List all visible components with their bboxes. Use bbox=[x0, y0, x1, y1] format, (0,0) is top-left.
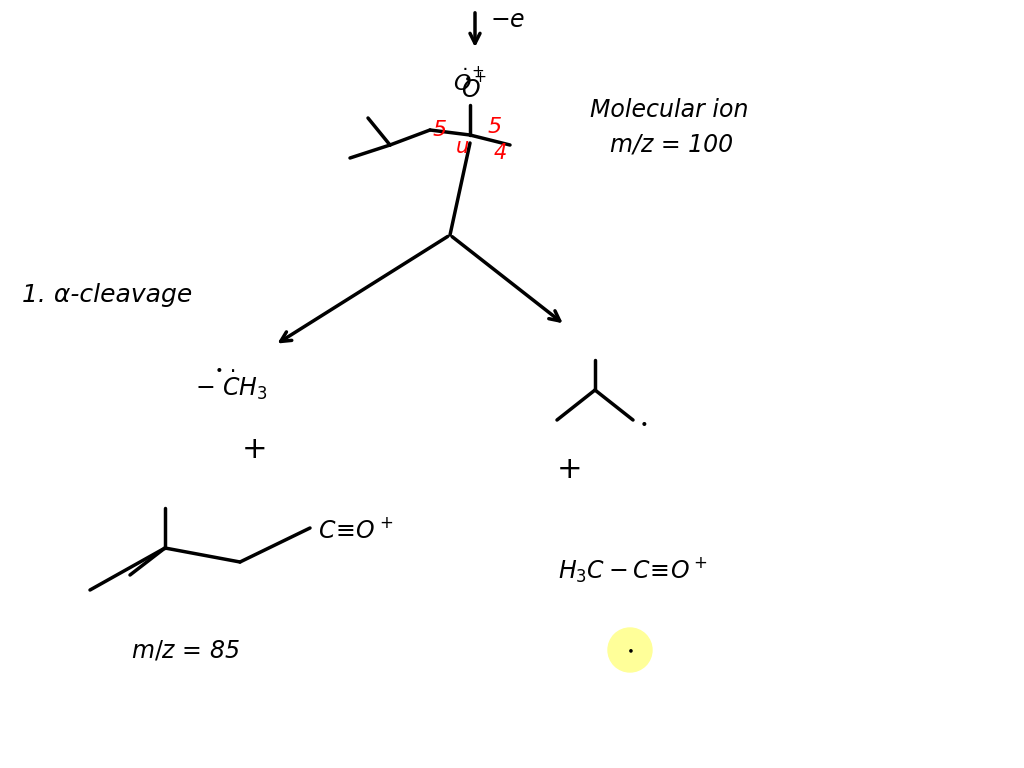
Text: $\bullet$: $\bullet$ bbox=[214, 361, 222, 375]
Text: +: + bbox=[557, 455, 583, 485]
Text: $\.{O}^+$: $\.{O}^+$ bbox=[453, 68, 487, 95]
Text: $m/z$ = 85: $m/z$ = 85 bbox=[130, 638, 240, 662]
Text: 5: 5 bbox=[433, 120, 447, 140]
Text: Molecular ion: Molecular ion bbox=[590, 98, 749, 122]
Text: 4: 4 bbox=[494, 143, 507, 163]
Circle shape bbox=[608, 628, 652, 672]
Text: $-e$: $-e$ bbox=[490, 8, 525, 32]
Text: $\bullet$: $\bullet$ bbox=[463, 71, 471, 84]
Text: O: O bbox=[461, 78, 479, 102]
Text: $\bullet$: $\bullet$ bbox=[639, 415, 647, 429]
Text: m/z = 100: m/z = 100 bbox=[610, 133, 733, 157]
Text: $-$ $\.{C}H_3$: $-$ $\.{C}H_3$ bbox=[195, 368, 267, 402]
Text: +: + bbox=[472, 65, 484, 80]
Text: 5: 5 bbox=[488, 117, 502, 137]
Text: $H_3C - C\!\equiv\!O^+$: $H_3C - C\!\equiv\!O^+$ bbox=[558, 555, 708, 584]
Text: +: + bbox=[243, 435, 268, 465]
Text: $C\!\equiv\!O^+$: $C\!\equiv\!O^+$ bbox=[318, 518, 393, 542]
Text: 1. α-cleavage: 1. α-cleavage bbox=[22, 283, 193, 307]
Text: u: u bbox=[456, 137, 469, 157]
Text: $\bullet$: $\bullet$ bbox=[626, 644, 634, 657]
